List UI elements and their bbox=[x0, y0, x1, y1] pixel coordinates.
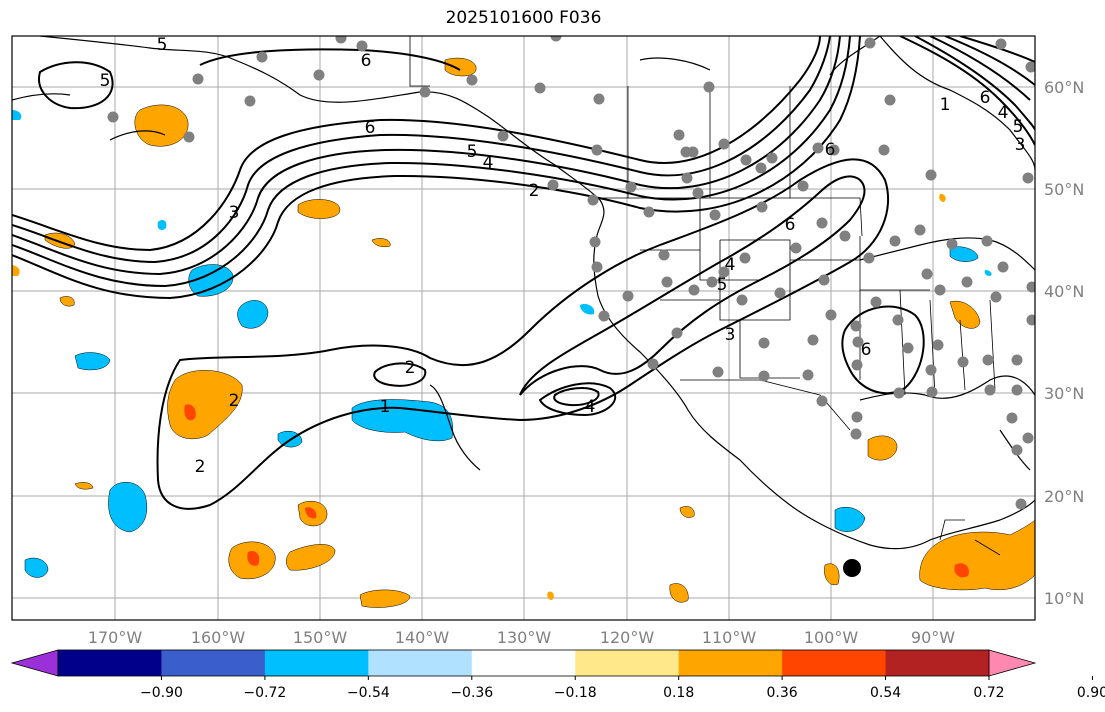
shaded-patches bbox=[12, 57, 1035, 608]
contour-label: 2 bbox=[529, 181, 540, 201]
lat-label: 30°N bbox=[1044, 384, 1084, 403]
contour-label: 4 bbox=[998, 103, 1009, 123]
contour-label: 6 bbox=[361, 51, 372, 71]
colorbar-tick-label: 0.18 bbox=[663, 685, 694, 701]
map-frame bbox=[11, 35, 1036, 621]
contour-label: 5 bbox=[717, 275, 728, 295]
colorbar-segment bbox=[782, 650, 887, 676]
colorbar-segment bbox=[575, 650, 680, 676]
contour-label: 5 bbox=[467, 142, 478, 162]
contour-label: 6 bbox=[785, 215, 796, 235]
lat-label: 10°N bbox=[1044, 589, 1084, 608]
latitude-labels: 60°N 50°N 40°N 30°N 20°N 10°N bbox=[1044, 78, 1084, 608]
colorbar-tick-label: 0.90 bbox=[1077, 685, 1105, 701]
contour-label: 5 bbox=[157, 35, 168, 55]
colorbar-segment bbox=[264, 650, 369, 676]
borders bbox=[409, 36, 1001, 556]
colorbar-segment bbox=[58, 650, 162, 676]
lon-label: 130°W bbox=[497, 628, 552, 647]
location-marker bbox=[843, 559, 861, 577]
colorbar-segment bbox=[161, 650, 266, 676]
colorbar-segment bbox=[885, 650, 990, 676]
contour-label: 2 bbox=[229, 391, 240, 411]
contour-label: 5 bbox=[100, 71, 111, 91]
contour-labels: 5 5 6 6 5 4 2 2 3 2 2 1 6 6 4 5 3 4 6 1 … bbox=[100, 35, 1026, 477]
lat-label: 40°N bbox=[1044, 282, 1084, 301]
lon-label: 100°W bbox=[804, 628, 859, 647]
contour-label: 5 bbox=[1013, 117, 1024, 137]
contour-label: 3 bbox=[229, 203, 240, 223]
lon-label: 160°W bbox=[191, 628, 246, 647]
colorbar-segment bbox=[368, 650, 473, 676]
contour-label: 4 bbox=[585, 397, 596, 417]
colorbar-tick-label: 0.36 bbox=[767, 685, 798, 701]
longitude-labels: 170°W 160°W 150°W 140°W 130°W 120°W 110°… bbox=[88, 628, 955, 647]
lat-label: 20°N bbox=[1044, 487, 1084, 506]
contour-label: 6 bbox=[861, 340, 872, 360]
contour-label: 1 bbox=[380, 397, 391, 417]
lon-label: 170°W bbox=[88, 628, 143, 647]
contour-label: 2 bbox=[405, 358, 416, 378]
colorbar-segment bbox=[471, 650, 576, 676]
colorbar-high-extend bbox=[988, 649, 1037, 677]
coastlines bbox=[12, 36, 1035, 550]
observation-dots bbox=[107, 36, 1035, 510]
lon-label: 140°W bbox=[395, 628, 450, 647]
lon-label: 110°W bbox=[702, 628, 757, 647]
colorbar-segment bbox=[678, 650, 783, 676]
contour-label: 6 bbox=[365, 118, 376, 138]
colorbar: −0.90 −0.72 −0.54 −0.36 −0.18 0.18 0.36 0.54 0.7… bbox=[10, 649, 1105, 701]
lon-label: 120°W bbox=[600, 628, 655, 647]
contour-label: 3 bbox=[725, 325, 736, 345]
contour-label: 2 bbox=[195, 457, 206, 477]
colorbar-tick-label: −0.90 bbox=[140, 685, 183, 701]
colorbar-tick-label: 0.54 bbox=[870, 685, 901, 701]
contour-label: 6 bbox=[980, 88, 991, 108]
contour-label: 3 bbox=[1015, 135, 1026, 155]
colorbar-tick-label: −0.72 bbox=[243, 685, 286, 701]
contour-label: 6 bbox=[825, 140, 836, 160]
colorbar-tick-label: −0.36 bbox=[450, 685, 493, 701]
colorbar-tick-label: 0.72 bbox=[973, 685, 1004, 701]
contour-label: 1 bbox=[940, 95, 951, 115]
colorbar-tick-label: −0.18 bbox=[554, 685, 597, 701]
lon-label: 150°W bbox=[293, 628, 348, 647]
colorbar-tick-label: −0.54 bbox=[347, 685, 390, 701]
contour-label: 4 bbox=[483, 153, 494, 173]
colorbar-low-extend bbox=[10, 649, 59, 677]
map-title: 2025101600 F036 bbox=[445, 8, 602, 28]
lat-label: 60°N bbox=[1044, 78, 1084, 97]
lat-label: 50°N bbox=[1044, 180, 1084, 199]
graticule bbox=[12, 36, 1035, 620]
contour-label: 4 bbox=[725, 255, 736, 275]
lon-label: 90°W bbox=[911, 628, 955, 647]
